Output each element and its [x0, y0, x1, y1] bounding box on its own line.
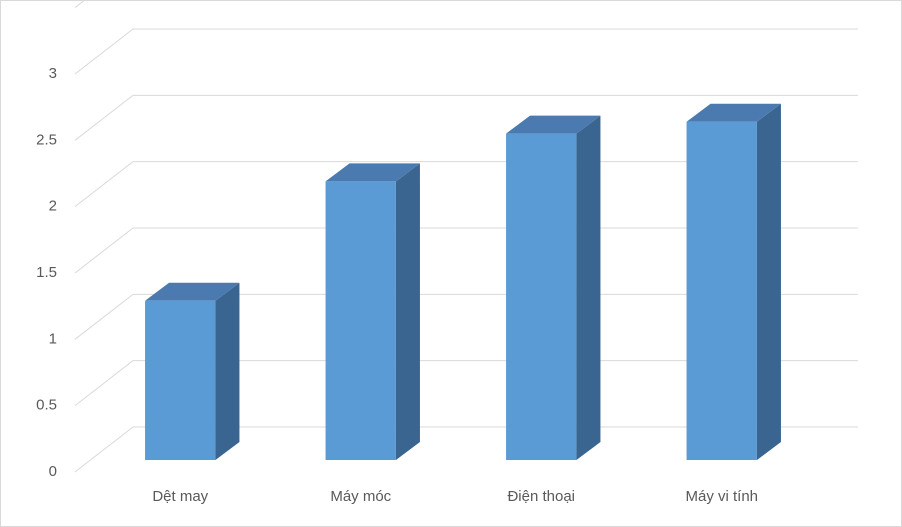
bar-side	[756, 103, 781, 460]
grid-line	[74, 161, 858, 208]
y-tick-label: 1.5	[36, 264, 57, 281]
x-tick-label: Máy vi tính	[685, 488, 758, 505]
y-tick-label: 0.5	[36, 397, 57, 414]
bar-side	[576, 115, 601, 460]
y-tick-label: 2	[49, 198, 57, 215]
y-tick-label: 2.5	[36, 131, 57, 148]
y-tick-label: 3	[49, 65, 57, 82]
grid-line	[74, 360, 858, 407]
bar	[686, 121, 757, 460]
bar	[506, 133, 577, 460]
grid-line	[74, 426, 858, 473]
x-tick-label: Điện thoại	[507, 488, 575, 505]
bar	[145, 300, 216, 460]
y-tick-label: 0	[49, 463, 57, 480]
x-tick-label: Máy móc	[330, 488, 391, 505]
bar-top	[145, 282, 240, 301]
bar-top	[506, 115, 601, 134]
bar-top	[325, 163, 420, 182]
grid-line	[74, 293, 858, 340]
grid-line	[74, 227, 858, 274]
bar-side	[215, 282, 240, 460]
bar	[325, 181, 396, 460]
bar-top	[686, 103, 781, 122]
grid-line	[74, 28, 858, 75]
bar-side	[395, 163, 420, 460]
grid-line	[74, 94, 858, 141]
y-tick-label: 1	[49, 330, 57, 347]
x-tick-label: Dệt may	[152, 488, 208, 505]
